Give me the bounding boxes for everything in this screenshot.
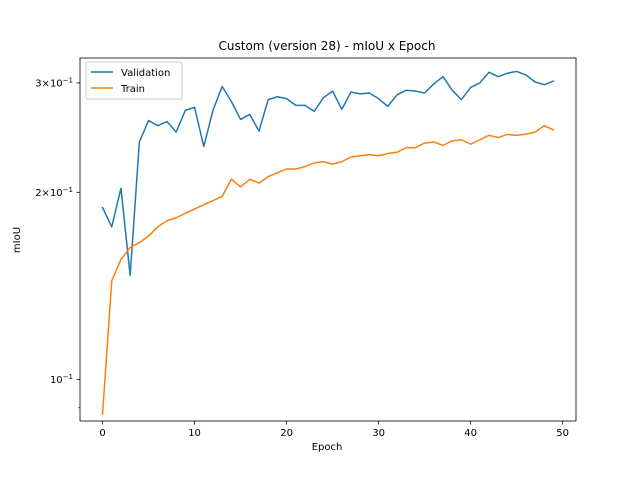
series-layer — [101, 70, 555, 415]
plot-background — [80, 58, 576, 421]
y-axis-label: mIoU — [12, 227, 23, 253]
chart-title: Custom (version 28) - mIoU x Epoch — [219, 39, 436, 53]
legend-label-train: Train — [120, 84, 145, 95]
legend-label-validation: Validation — [121, 68, 170, 79]
series-line-train — [101, 124, 555, 415]
plot-frame — [79, 57, 577, 422]
series-line-validation — [101, 70, 555, 277]
x-tick-label: 0 — [99, 428, 105, 439]
y-tick-label: 3×10−1 — [35, 76, 73, 89]
x-tick-label: 40 — [464, 428, 477, 439]
x-axis-label: Epoch — [312, 442, 343, 453]
y-tick-label: 2×10−1 — [35, 186, 73, 199]
x-tick-label: 30 — [372, 428, 385, 439]
x-tick-label: 20 — [280, 428, 293, 439]
x-tick-label: 50 — [556, 428, 569, 439]
x-tick-label: 10 — [188, 428, 201, 439]
legend: Validation Train — [85, 61, 183, 100]
y-tick-label: 10−1 — [50, 373, 73, 386]
y-axis: 10−1 2×10−1 3×10−1 — [35, 76, 80, 409]
x-axis: 0 10 20 30 40 50 — [99, 421, 569, 439]
plot-area — [79, 57, 577, 422]
